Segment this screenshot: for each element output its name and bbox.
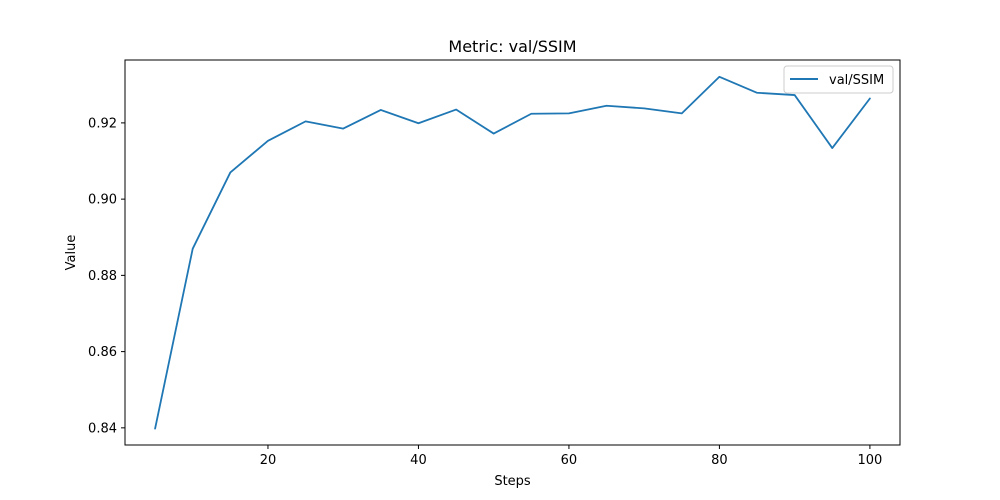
legend-box <box>783 65 894 94</box>
legend: val/SSIM <box>783 65 894 94</box>
series-line-0 <box>154 75 871 430</box>
y-tick-label: 0.88 <box>88 269 117 284</box>
y-tick-label: 0.86 <box>88 345 117 360</box>
x-tick-label: 80 <box>711 453 728 468</box>
plot-frame <box>124 59 901 446</box>
x-tick-label: 60 <box>561 453 578 468</box>
chart-title: Metric: val/SSIM <box>448 37 576 56</box>
y-tick-label: 0.92 <box>88 116 117 131</box>
y-tick-label: 0.90 <box>88 193 117 208</box>
x-axis-title: Steps <box>494 474 531 489</box>
y-tick-label: 0.84 <box>88 421 117 436</box>
x-axis: 20 40 60 80 100 <box>260 445 882 468</box>
y-axis-title: Value <box>64 235 79 271</box>
y-axis: 0.84 0.86 0.88 0.90 0.92 <box>88 116 125 436</box>
x-tick-label: 100 <box>857 453 882 468</box>
series-layer <box>154 75 871 430</box>
legend-label-val-ssim: val/SSIM <box>829 73 884 88</box>
plot-area <box>124 59 901 446</box>
x-tick-label: 40 <box>410 453 427 468</box>
x-tick-label: 20 <box>260 453 277 468</box>
